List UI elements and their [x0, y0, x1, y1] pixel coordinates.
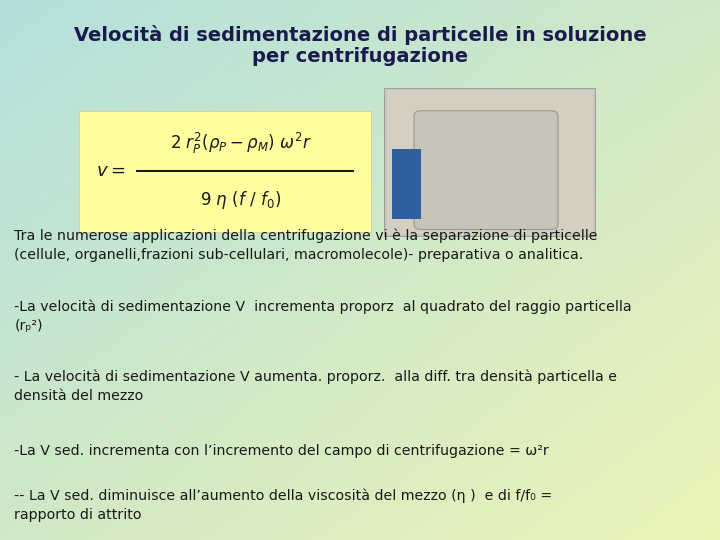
FancyBboxPatch shape — [392, 148, 421, 219]
Text: $2\ r_P^2(\rho_P - \rho_M)\ \omega^2 r$: $2\ r_P^2(\rho_P - \rho_M)\ \omega^2 r$ — [170, 131, 312, 156]
Text: Tra le numerose applicazioni della centrifugazione vi è la separazione di partic: Tra le numerose applicazioni della centr… — [14, 229, 598, 262]
Text: per centrifugazione: per centrifugazione — [252, 47, 468, 66]
FancyBboxPatch shape — [414, 111, 558, 230]
Text: -- La V sed. diminuisce all’aumento della viscosità del mezzo (η )  e di f/f₀ =
: -- La V sed. diminuisce all’aumento dell… — [14, 488, 553, 522]
FancyBboxPatch shape — [384, 88, 595, 236]
FancyBboxPatch shape — [387, 90, 593, 234]
FancyBboxPatch shape — [79, 111, 371, 232]
Text: -La V sed. incrementa con l’incremento del campo di centrifugazione = ω²r: -La V sed. incrementa con l’incremento d… — [14, 444, 549, 458]
Text: -La velocità di sedimentazione V  incrementa proporz  al quadrato del raggio par: -La velocità di sedimentazione V increme… — [14, 299, 632, 333]
Text: - La velocità di sedimentazione V aumenta. proporz.  alla diff. tra densità part: - La velocità di sedimentazione V aument… — [14, 369, 618, 403]
Text: $v =$: $v =$ — [96, 163, 125, 180]
Text: $9\ \eta\ (f\ /\ f_0)$: $9\ \eta\ (f\ /\ f_0)$ — [200, 188, 282, 211]
Text: Velocità di sedimentazione di particelle in soluzione: Velocità di sedimentazione di particelle… — [73, 25, 647, 45]
